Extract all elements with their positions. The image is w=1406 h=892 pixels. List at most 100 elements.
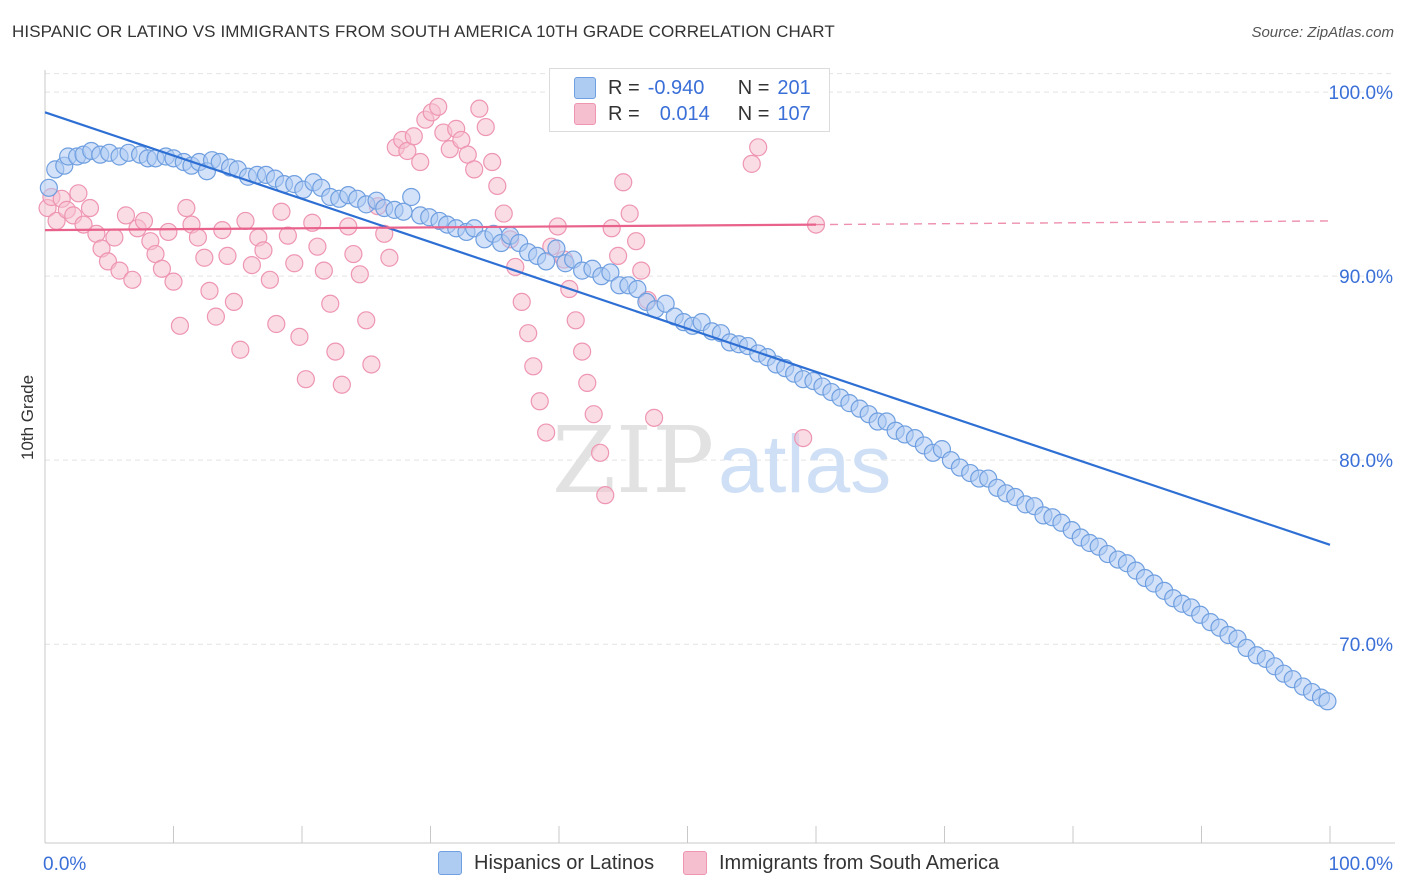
pink-point: [116, 206, 136, 225]
pink-point: [224, 292, 243, 311]
pink-point: [512, 292, 531, 311]
legend-label: Immigrants from South America: [719, 851, 1000, 874]
pink-point: [105, 228, 124, 247]
y-tick-label: 70.0%: [1339, 635, 1393, 656]
blue-point: [628, 279, 647, 299]
pink-point: [272, 202, 291, 221]
y-tick-label: 80.0%: [1339, 451, 1393, 472]
blue-trendline: [44, 111, 1331, 546]
pink-point: [380, 248, 399, 267]
r-value: -0.940: [647, 76, 705, 99]
stats-legend-row-blue: R = -0.940 N = 201: [574, 75, 811, 101]
pink-point: [488, 176, 507, 196]
pink-point: [626, 232, 646, 251]
pink-point: [231, 340, 250, 359]
pink-point: [339, 217, 358, 236]
pink-point: [749, 138, 768, 157]
pink-point: [177, 198, 196, 218]
pink-point: [200, 281, 219, 300]
pink-point: [242, 255, 261, 275]
r-label: R =: [608, 102, 640, 125]
source-label: Source: ZipAtlas.com: [1251, 24, 1394, 41]
pink-point: [134, 211, 154, 231]
pink-point: [213, 221, 232, 240]
legend-item-immigrants[interactable]: Immigrants from South America: [683, 851, 999, 875]
pink-point: [80, 198, 100, 218]
pink-point: [357, 311, 376, 330]
pink-point: [350, 265, 369, 284]
pink-point: [362, 355, 381, 374]
pink-point: [591, 443, 610, 462]
n-value: 107: [777, 102, 811, 125]
pink-point: [632, 261, 651, 280]
pink-point: [236, 211, 255, 231]
pink-point: [308, 237, 327, 256]
r-label: R =: [608, 76, 640, 99]
pink-point: [429, 97, 448, 116]
pink-point: [404, 127, 423, 146]
pink-point: [110, 261, 129, 280]
pink-point: [303, 213, 322, 232]
blue-point: [601, 263, 620, 282]
pink-trendline-extension: [815, 220, 1331, 226]
stats-legend: R = -0.940 N = 201 R = 0.014 N = 107: [549, 68, 830, 132]
x-tick-label: 0.0%: [43, 854, 86, 875]
pink-point: [578, 373, 597, 392]
blue-point: [1318, 692, 1337, 711]
pink-point: [375, 224, 394, 243]
blue-swatch: [438, 851, 462, 875]
pink-point: [321, 294, 340, 313]
pink-point: [285, 254, 304, 273]
blue-point: [537, 252, 556, 271]
pink-point: [476, 117, 495, 137]
pink-point: [159, 222, 178, 242]
pink-point: [188, 228, 208, 247]
pink-point: [483, 152, 502, 172]
n-label: N =: [737, 102, 770, 125]
tick-labels: 70.0% 80.0% 90.0% 100.0% 0.0% 100.0%: [43, 83, 1393, 875]
y-tick-label: 100.0%: [1329, 83, 1394, 104]
pink-point: [296, 370, 315, 389]
pink-point: [609, 246, 628, 265]
pink-point: [267, 314, 286, 334]
pink-point: [614, 173, 633, 192]
pink-point: [596, 486, 615, 505]
watermark-zip: ZIP: [552, 407, 714, 514]
pink-point: [794, 428, 813, 448]
legend-label: Hispanics or Latinos: [474, 851, 655, 874]
chart-title: HISPANIC OR LATINO VS IMMIGRANTS FROM SO…: [12, 22, 835, 41]
pink-point: [519, 324, 538, 343]
pink-point: [537, 423, 556, 442]
x-tick-label: 100.0%: [1329, 854, 1394, 875]
pink-swatch: [683, 851, 707, 875]
blue-points: [39, 141, 1337, 711]
pink-point: [602, 219, 621, 238]
pink-point: [170, 316, 190, 335]
pink-point: [494, 204, 513, 223]
legend-item-hispanics[interactable]: Hispanics or Latinos: [438, 851, 654, 875]
y-axis-label: 10th Grade: [18, 374, 37, 460]
pink-point: [218, 246, 237, 265]
blue-point: [656, 294, 675, 313]
pink-point: [123, 270, 142, 289]
pink-point: [620, 204, 639, 223]
pink-point: [566, 311, 585, 330]
stats-legend-row-pink: R = 0.014 N = 107: [574, 101, 811, 127]
pink-point: [584, 405, 603, 424]
y-tick-label: 90.0%: [1339, 267, 1393, 288]
pink-point: [260, 270, 279, 289]
r-value: 0.014: [659, 102, 710, 125]
blue-point: [547, 239, 566, 258]
n-value: 201: [777, 76, 811, 99]
pink-point: [470, 99, 489, 118]
pink-point: [164, 272, 183, 291]
pink-point: [644, 408, 664, 427]
blue-swatch: [574, 77, 596, 99]
pink-point: [465, 160, 484, 179]
grid-lines: [45, 73, 1395, 645]
pink-point: [195, 248, 214, 267]
pink-point: [254, 241, 273, 260]
pink-point: [314, 261, 333, 280]
n-label: N =: [737, 76, 770, 99]
